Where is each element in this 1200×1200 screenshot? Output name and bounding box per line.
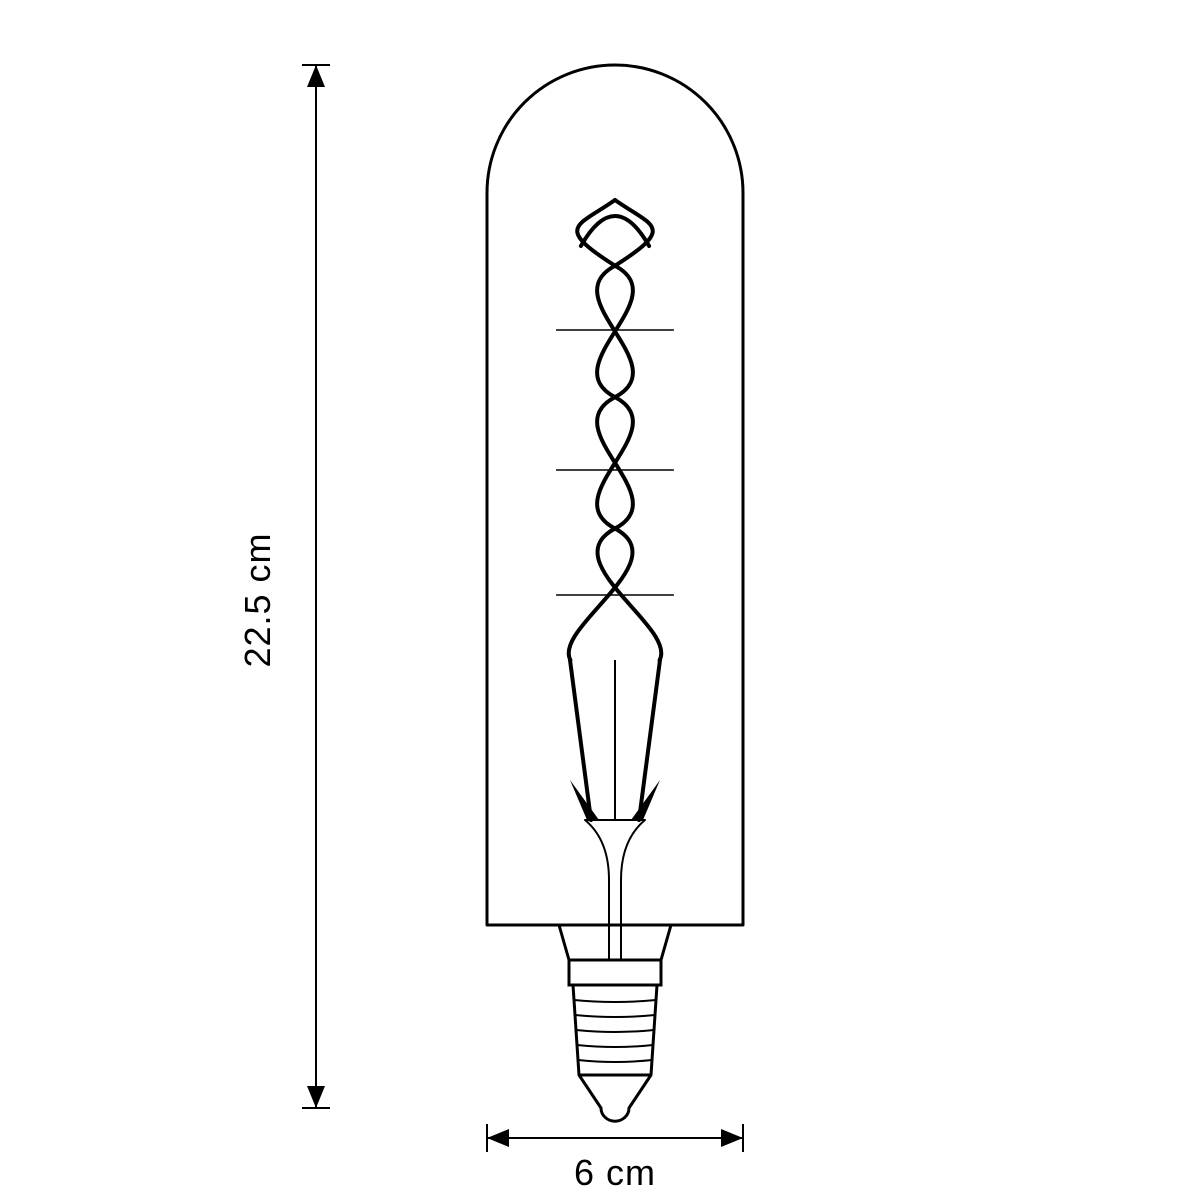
height-label: 22.5 cm xyxy=(237,532,278,667)
bulb-outline xyxy=(487,65,743,1121)
width-label: 6 cm xyxy=(574,1152,656,1193)
height-dimension xyxy=(302,65,330,1108)
bulb-dimension-diagram: 22.5 cm 6 cm xyxy=(0,0,1200,1200)
filament xyxy=(556,200,674,960)
width-dimension xyxy=(487,1124,743,1152)
